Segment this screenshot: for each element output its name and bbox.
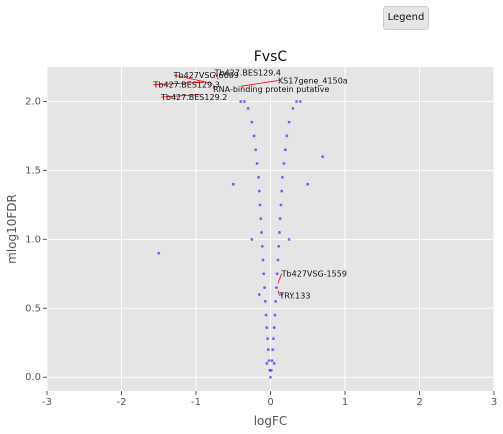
grid-lines [46, 67, 495, 391]
annotation-line [160, 94, 200, 98]
data-point [278, 217, 282, 221]
x-tick-label: 3 [491, 397, 497, 408]
data-point [295, 100, 298, 103]
annotation-line [153, 81, 204, 86]
data-point [272, 362, 276, 365]
x-axis-ticks: -3 -2 -1 0 1 2 3 [42, 391, 497, 408]
data-point [267, 359, 271, 363]
data-point [260, 244, 264, 248]
data-point [266, 348, 270, 352]
annotation-label: Tb427VSG-6609 [173, 71, 239, 80]
annotation-label: TRY.133 [278, 292, 310, 301]
data-point [258, 203, 262, 207]
data-point [285, 134, 289, 138]
annotation-label: Tb427VSG-1559 [281, 270, 347, 279]
chart-title: FvsC [254, 49, 288, 65]
annotation-line [240, 80, 279, 87]
data-point [306, 182, 310, 186]
y-tick-label: 2.0 [25, 96, 41, 107]
x-tick-label: -2 [117, 397, 127, 408]
data-point [287, 237, 291, 241]
data-point [280, 189, 284, 193]
data-point [271, 348, 275, 352]
data-point [263, 299, 267, 303]
data-point [272, 326, 276, 329]
annotation-label: KS17gene_4150a [278, 77, 348, 86]
x-tick-label: 0 [267, 397, 273, 408]
x-tick-label: -3 [42, 397, 52, 408]
data-point [278, 231, 281, 234]
y-tick-label: 1.5 [25, 165, 41, 176]
data-point [269, 375, 272, 379]
data-point [260, 231, 263, 234]
data-point [298, 100, 302, 103]
data-point [270, 359, 274, 363]
annotation-line [214, 72, 219, 80]
annotation-line [277, 273, 283, 284]
data-point [268, 368, 272, 372]
data-point [252, 134, 256, 138]
annotation-line [173, 74, 213, 84]
data-point [257, 175, 260, 179]
data-point [287, 120, 291, 124]
data-point [291, 106, 295, 110]
data-point [255, 162, 259, 165]
data-point [266, 337, 269, 341]
data-point [277, 244, 281, 248]
data-point [243, 100, 246, 103]
y-tick-label: 0.0 [25, 372, 41, 383]
legend-button[interactable]: Legend [383, 6, 429, 30]
annotation-line [277, 290, 280, 296]
data-point [280, 293, 284, 296]
data-point [246, 106, 250, 110]
data-point [257, 189, 261, 193]
data-point [273, 313, 277, 317]
data-point [264, 313, 268, 317]
annotation-line [212, 84, 215, 89]
data-point [239, 100, 243, 103]
data-point [259, 217, 263, 221]
data-point [157, 251, 161, 255]
x-axis-label: logFC [254, 414, 288, 428]
data-point [265, 326, 269, 329]
data-point [250, 237, 254, 241]
data-point [282, 162, 286, 165]
y-axis-label: mlog10FDR [5, 194, 19, 264]
data-point [321, 155, 325, 159]
x-tick-label: 2 [416, 397, 422, 408]
data-point [275, 272, 279, 276]
data-point [272, 337, 275, 341]
data-points [157, 100, 325, 379]
data-point [276, 258, 280, 262]
data-point [257, 293, 261, 296]
data-point [263, 286, 266, 289]
x-tick-label: 1 [342, 397, 348, 408]
annotation-label: Tb427.BES129.3 [153, 81, 220, 90]
data-point [265, 362, 269, 365]
data-point [281, 175, 284, 179]
annotation-label: Tb427.BES129.2 [160, 93, 227, 102]
annotation-label: RNA-binding protein putative [213, 85, 329, 94]
y-axis-ticks: 0.0 0.5 1.0 1.5 2.0 [25, 96, 47, 383]
data-point [254, 148, 257, 152]
data-point [250, 120, 254, 124]
data-point [275, 286, 278, 289]
data-point [262, 272, 266, 276]
data-point [284, 148, 287, 152]
data-point [231, 182, 235, 186]
data-point [274, 299, 278, 303]
data-point [279, 203, 283, 207]
x-tick-label: -1 [191, 397, 201, 408]
y-tick-label: 1.0 [25, 234, 41, 245]
annotation-label: Tb427.BES129.4 [214, 68, 281, 77]
y-tick-label: 0.5 [25, 303, 41, 314]
data-point [261, 258, 265, 262]
